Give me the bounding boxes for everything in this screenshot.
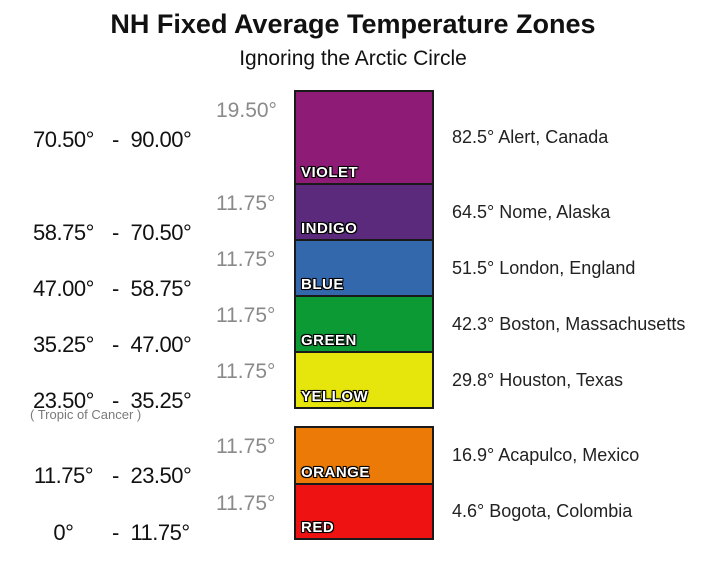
latitude-range: 47.00° -58.75°	[4, 247, 214, 331]
band-label: INDIGO	[301, 220, 358, 237]
range-dash: -	[112, 388, 119, 413]
band-label: ORANGE	[301, 464, 370, 481]
example-city: 29.8° Houston, Texas	[452, 370, 623, 390]
range-dash: -	[112, 520, 119, 545]
example-city: 51.5° London, England	[452, 258, 636, 278]
band-label: YELLOW	[301, 388, 369, 405]
example-city: 42.3° Boston, Massachusetts	[452, 314, 686, 334]
zone-width: 11.75°	[216, 492, 276, 515]
zone-row-blue: 47.00° -58.75° 11.75° BLUE 51.5° London, …	[0, 239, 706, 301]
zone-row-violet: 70.50° -90.00° 19.50° VIOLET 82.5° Alert,…	[0, 90, 706, 185]
range-dash: -	[112, 276, 119, 301]
range-dash: -	[112, 127, 119, 152]
range-to: 70.50°	[130, 220, 192, 245]
range-from: 70.50°	[33, 127, 94, 152]
band-label: BLUE	[301, 276, 344, 293]
tropic-of-cancer-label: ( Tropic of Cancer )	[30, 407, 142, 422]
range-to: 47.00°	[130, 332, 192, 357]
range-to: 35.25°	[130, 388, 192, 413]
zone-width: 11.75°	[216, 248, 276, 271]
color-band-blue: BLUE	[294, 239, 434, 297]
page-title: NH Fixed Average Temperature Zones	[110, 9, 596, 39]
example-city: 82.5° Alert, Canada	[452, 127, 609, 147]
range-to: 90.00°	[130, 127, 192, 152]
range-from: 0°	[53, 520, 74, 545]
range-from: 58.75°	[33, 220, 94, 245]
range-from: 35.25°	[33, 332, 94, 357]
color-band-green: GREEN	[294, 295, 434, 353]
page-subtitle: Ignoring the Arctic Circle	[239, 47, 467, 70]
range-to: 23.50°	[130, 463, 192, 488]
latitude-range: 11.75° -23.50°	[4, 434, 214, 518]
range-dash: -	[112, 463, 119, 488]
zone-width: 11.75°	[216, 360, 276, 383]
zone-row-red: 0° -11.75° 11.75° RED 4.6° Bogota, Colomb…	[0, 483, 706, 545]
range-from: 47.00°	[33, 276, 94, 301]
range-from: 11.75°	[33, 463, 94, 488]
example-city: 64.5° Nome, Alaska	[452, 202, 611, 222]
range-to: 11.75°	[130, 520, 190, 545]
latitude-range: 23.50° -35.25°	[4, 359, 214, 443]
range-to: 58.75°	[130, 276, 192, 301]
example-city: 16.9° Acapulco, Mexico	[452, 445, 640, 465]
zone-row-green: 35.25° -47.00° 11.75° GREEN 42.3° Boston,…	[0, 295, 706, 357]
color-band-red: RED	[294, 483, 434, 540]
example-city: 4.6° Bogota, Colombia	[452, 501, 633, 521]
range-dash: -	[112, 220, 119, 245]
color-band-orange: ORANGE	[294, 426, 434, 485]
band-label: VIOLET	[301, 164, 359, 181]
zone-row-orange: 11.75° -23.50° 11.75° ORANGE 16.9° Acapul…	[0, 426, 706, 488]
zone-width: 11.75°	[216, 435, 276, 458]
color-band-violet: VIOLET	[294, 90, 434, 185]
band-label: GREEN	[301, 332, 357, 349]
zone-row-indigo: 58.75° -70.50° 11.75° INDIGO 64.5° Nome, …	[0, 183, 706, 245]
range-from: 23.50°	[33, 388, 94, 413]
zone-width: 11.75°	[216, 192, 276, 215]
color-band-yellow: YELLOW	[294, 351, 434, 409]
zone-width: 19.50°	[216, 99, 277, 122]
latitude-range: 58.75° -70.50°	[4, 191, 214, 275]
latitude-range: 70.50° -90.00°	[4, 98, 214, 182]
color-band-indigo: INDIGO	[294, 183, 434, 241]
range-dash: -	[112, 332, 119, 357]
zone-row-yellow: 23.50° -35.25° 11.75° YELLOW 29.8° Housto…	[0, 351, 706, 413]
latitude-range: 0° -11.75°	[4, 491, 214, 575]
zone-width: 11.75°	[216, 304, 276, 327]
band-label: RED	[301, 519, 335, 536]
latitude-range: 35.25° -47.00°	[4, 303, 214, 387]
